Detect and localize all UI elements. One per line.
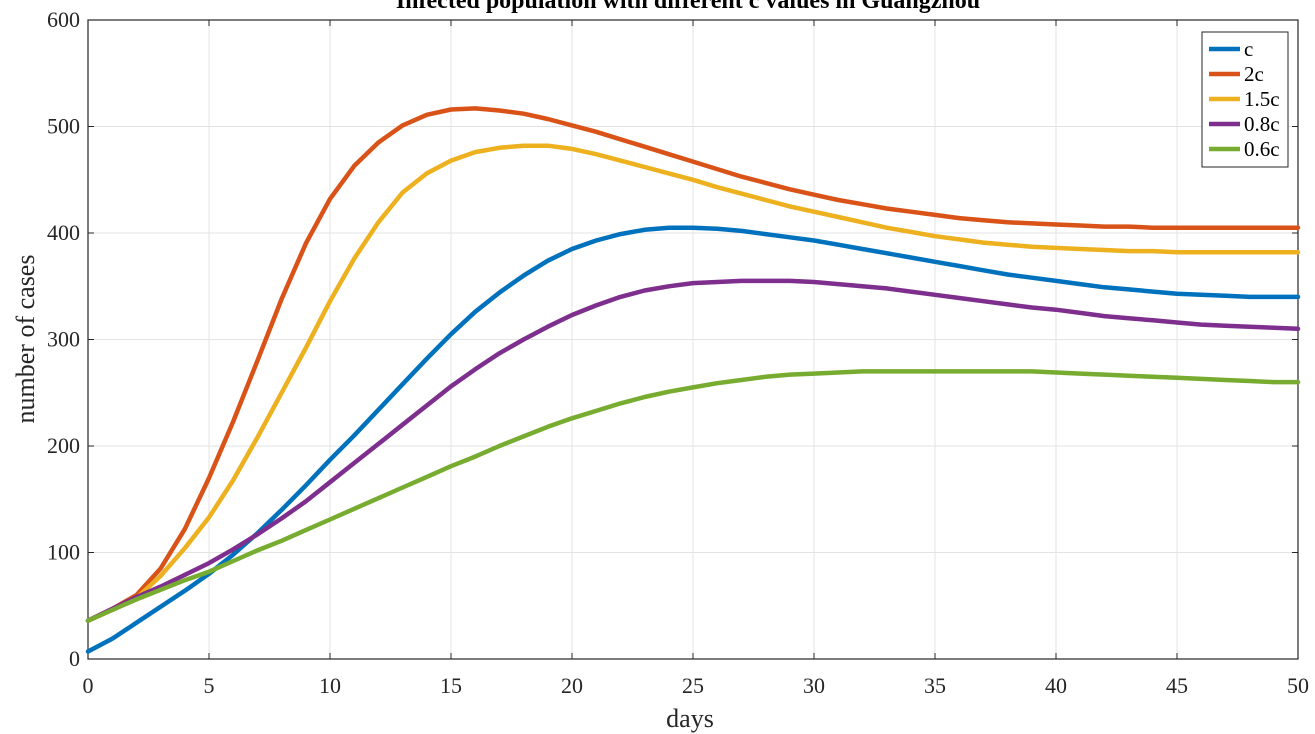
- x-tick-label: 20: [561, 673, 583, 698]
- x-tick-label: 40: [1045, 673, 1067, 698]
- series-line-1.5c: [85, 143, 1301, 623]
- x-tick-label: 35: [924, 673, 946, 698]
- series-line-2c: [85, 106, 1301, 623]
- x-tick-label: 10: [319, 673, 341, 698]
- series-line-0.6c: [85, 369, 1301, 623]
- x-tick-label: 45: [1166, 673, 1188, 698]
- x-tick-label: 25: [682, 673, 704, 698]
- y-tick-label: 400: [47, 220, 80, 245]
- y-tick-label: 500: [47, 114, 80, 139]
- x-tick-label: 0: [83, 673, 94, 698]
- y-axis-label: number of cases: [11, 255, 40, 424]
- legend-label: 0.8c: [1244, 112, 1280, 136]
- legend-label: 2c: [1244, 62, 1264, 86]
- y-tick-label: 200: [47, 433, 80, 458]
- x-tick-label: 5: [204, 673, 215, 698]
- y-tick-label: 300: [47, 327, 80, 352]
- legend-label: 0.6c: [1244, 137, 1280, 161]
- series-line-c: [85, 225, 1301, 654]
- x-axis-label: days: [666, 704, 714, 733]
- legend-label: 1.5c: [1244, 87, 1280, 111]
- y-tick-label: 100: [47, 540, 80, 565]
- series-lines: [85, 106, 1301, 654]
- x-tick-label: 30: [803, 673, 825, 698]
- legend-label: c: [1244, 37, 1253, 61]
- x-tick-label: 15: [440, 673, 462, 698]
- y-tick-label: 600: [47, 7, 80, 32]
- series-line-0.8c: [85, 278, 1301, 623]
- chart-title: Infected population with different c val…: [396, 0, 980, 14]
- x-tick-label: 50: [1287, 673, 1309, 698]
- y-tick-label: 0: [69, 646, 80, 671]
